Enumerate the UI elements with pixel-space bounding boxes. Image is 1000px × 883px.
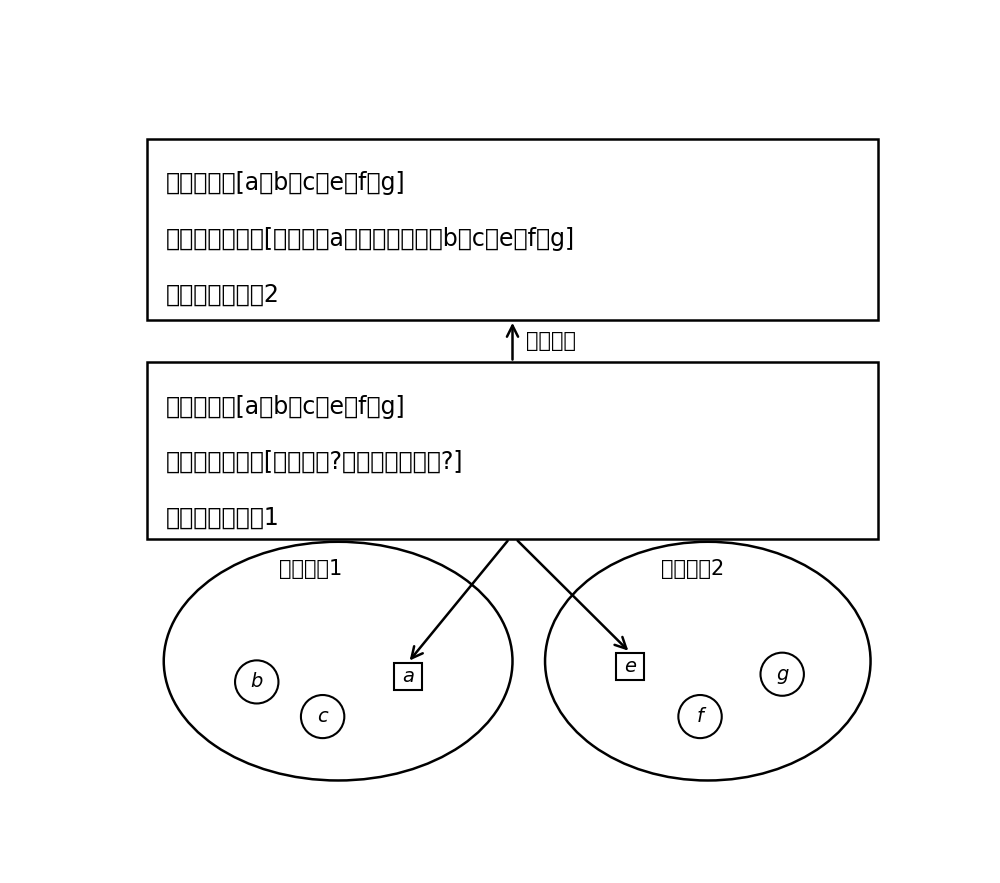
Text: 副本集合2: 副本集合2	[661, 559, 724, 578]
Text: 集群信息：[a，b，c，e，f，g]: 集群信息：[a，b，c，e，f，g]	[166, 395, 406, 419]
Text: 集群信息：[a，b，c，e，f，g]: 集群信息：[a，b，c，e，f，g]	[166, 171, 406, 195]
Text: 集群朝代标识：2: 集群朝代标识：2	[166, 283, 280, 306]
Text: 集群仲裁结果：[主副本：a，备副本列表：b，c，e，f，g]: 集群仲裁结果：[主副本：a，备副本列表：b，c，e，f，g]	[166, 227, 575, 251]
Ellipse shape	[164, 542, 512, 781]
Text: 更新记录: 更新记录	[526, 331, 576, 351]
Bar	[616, 653, 644, 681]
Circle shape	[235, 660, 278, 704]
Text: b: b	[251, 673, 263, 691]
Circle shape	[761, 653, 804, 696]
Text: 副本集合1: 副本集合1	[279, 559, 343, 578]
Text: c: c	[317, 707, 328, 726]
Bar	[147, 139, 878, 320]
Text: 集群朝代标识：1: 集群朝代标识：1	[166, 506, 280, 530]
Circle shape	[678, 695, 722, 738]
Bar	[394, 662, 422, 691]
Circle shape	[301, 695, 344, 738]
Text: 集群仲裁结果：[主副本：?，备副本列表：?]: 集群仲裁结果：[主副本：?，备副本列表：?]	[166, 450, 464, 474]
Bar	[147, 362, 878, 540]
Ellipse shape	[545, 542, 871, 781]
Text: g: g	[776, 665, 788, 683]
Text: f: f	[697, 707, 703, 726]
Text: a: a	[402, 667, 414, 686]
Text: e: e	[624, 657, 636, 676]
